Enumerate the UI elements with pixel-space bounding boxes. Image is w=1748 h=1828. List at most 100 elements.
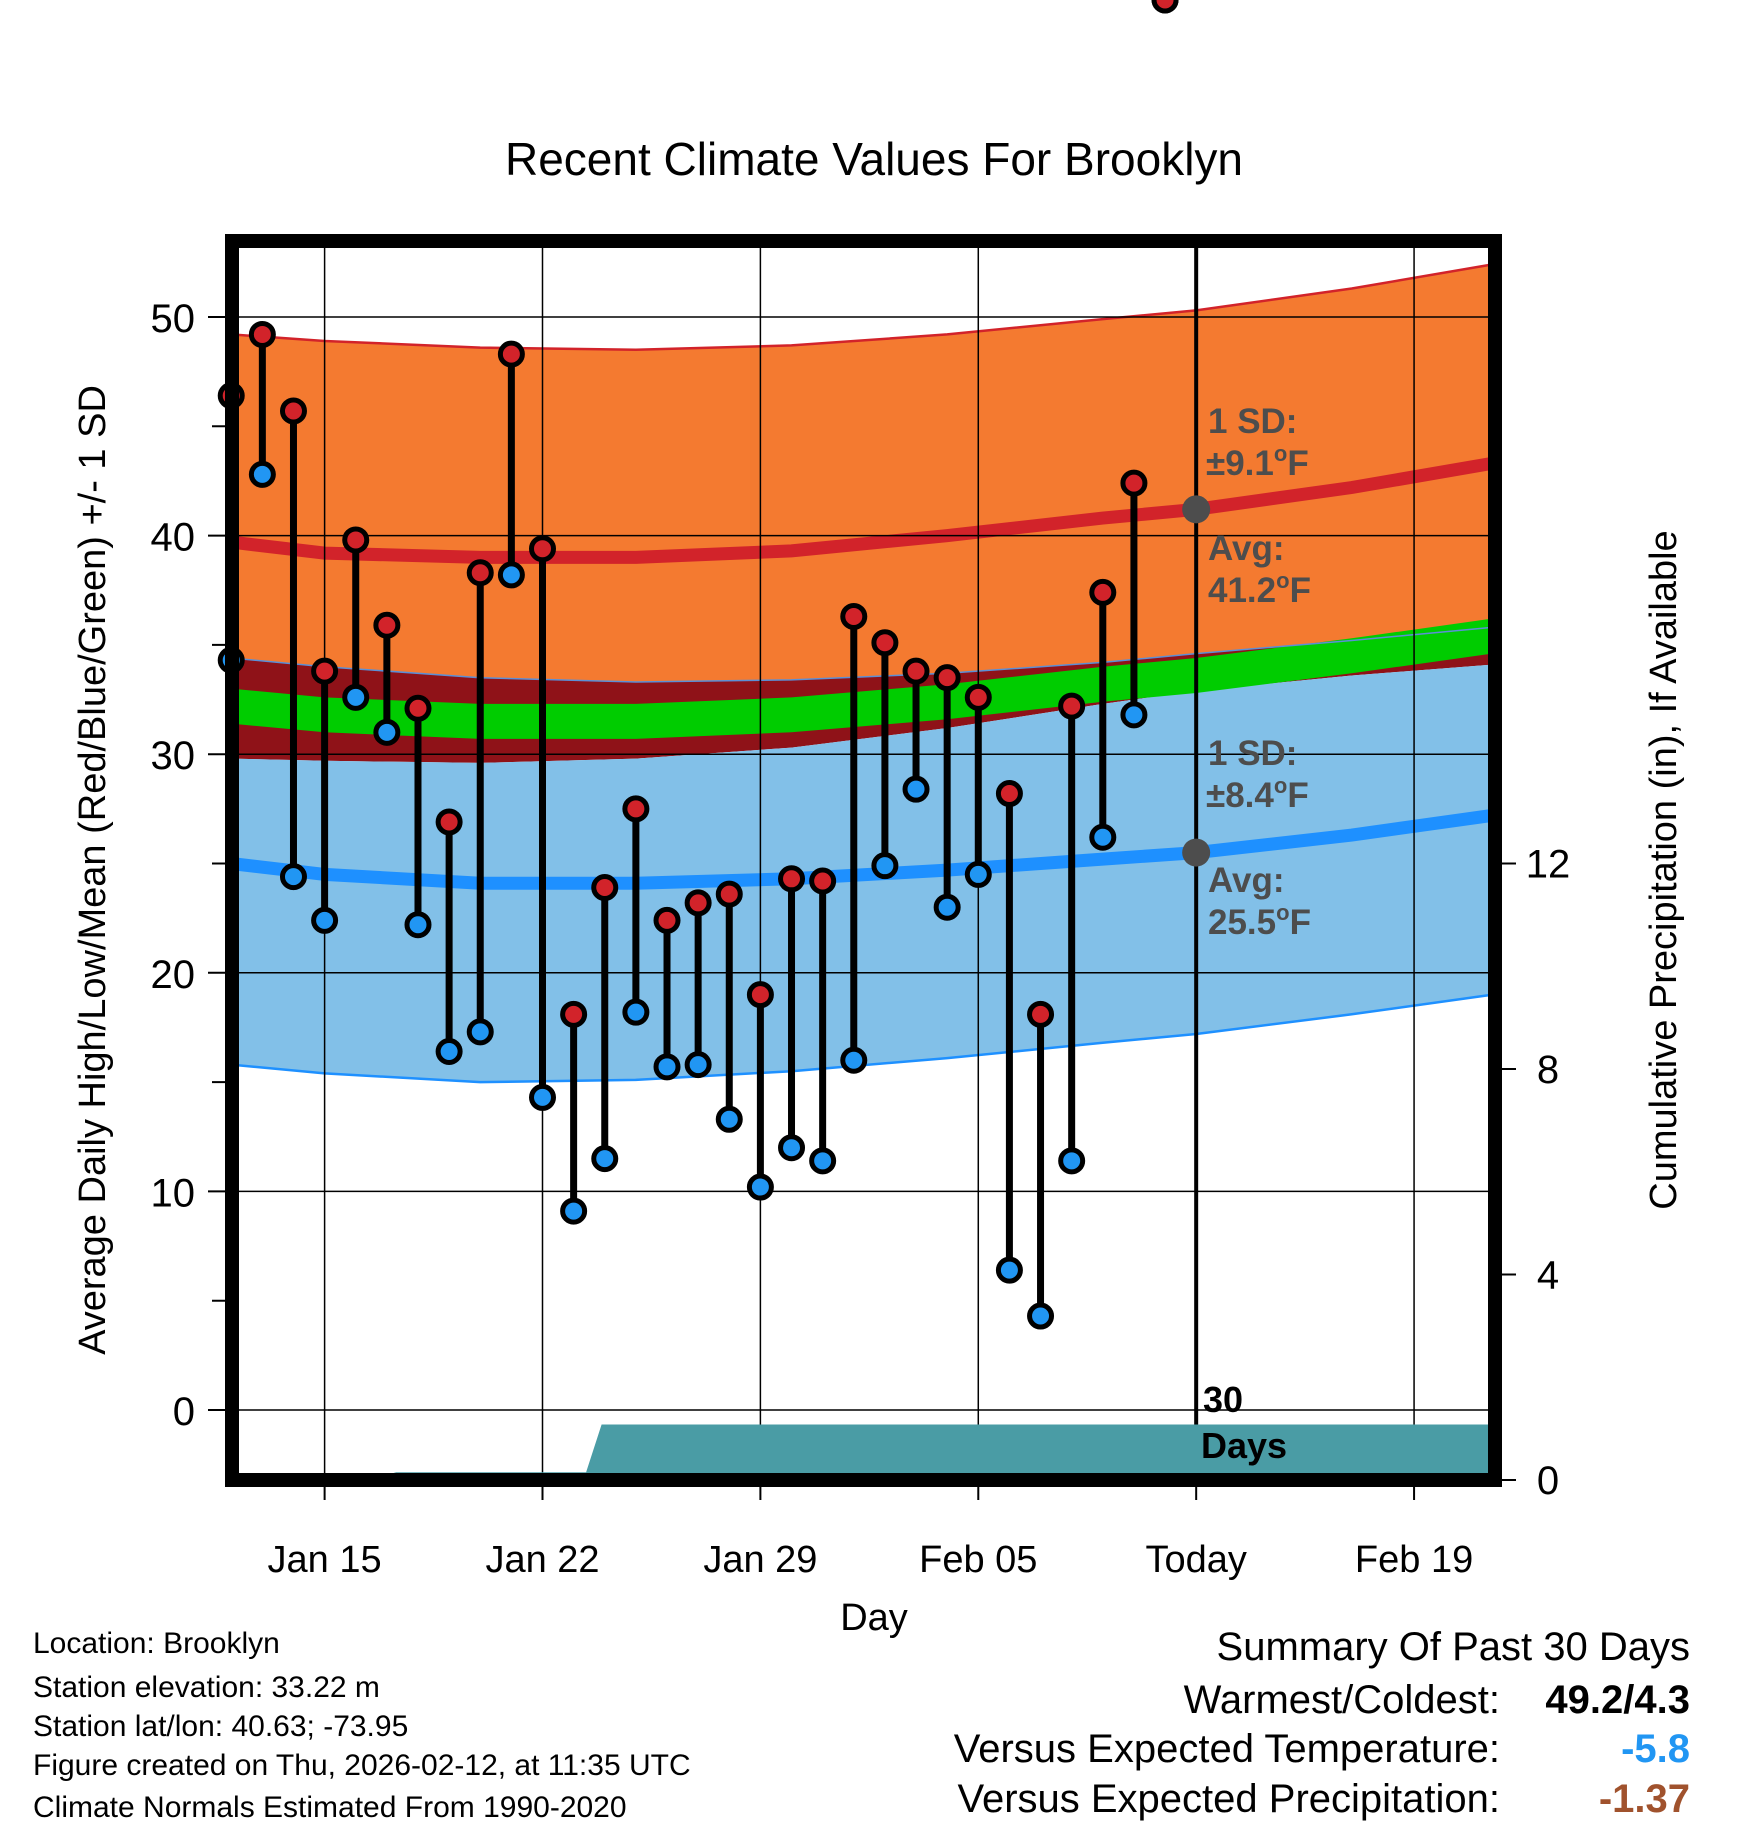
low-marker	[435, 1038, 463, 1066]
high-marker	[279, 397, 307, 425]
y-tick-label: 20	[151, 953, 196, 997]
axes: 0 10 20 30 40 50 0 4 8 12 Jan 15 Jan 22 Jan 29 Feb 05…	[151, 234, 1570, 1581]
y2-tick-label: 0	[1537, 1459, 1559, 1503]
low-marker	[964, 860, 992, 888]
low-marker	[684, 1051, 712, 1079]
elevation-text: Station elevation: 33.22 m	[33, 1671, 380, 1704]
low-marker	[902, 775, 930, 803]
high-marker	[964, 683, 992, 711]
precip-value: -1.37	[1598, 1777, 1690, 1821]
low-marker	[1027, 1302, 1055, 1330]
y-axis-label: Average Daily High/Low/Mean (Red/Blue/Gr…	[72, 385, 114, 1355]
high-sd-band	[231, 264, 1492, 682]
low-marker	[809, 1147, 837, 1175]
high-marker	[435, 808, 463, 836]
high-marker	[840, 602, 868, 630]
low-marker	[653, 1053, 681, 1081]
low-marker	[311, 906, 339, 934]
high-marker	[311, 657, 339, 685]
high-marker	[342, 526, 370, 554]
temp-row: Versus Expected Temperature: -5.8	[954, 1727, 1690, 1772]
low-marker	[746, 1173, 774, 1201]
low-marker	[840, 1046, 868, 1074]
high-marker	[653, 906, 681, 934]
chart-title: Recent Climate Values For Brooklyn	[505, 133, 1243, 185]
low-sd-value: ±8.4oF	[1206, 773, 1309, 815]
latlon-text: Station lat/lon: 40.63; -73.95	[33, 1710, 409, 1743]
high-marker	[560, 1000, 588, 1028]
low-marker	[279, 863, 307, 891]
high-marker	[1058, 692, 1086, 720]
low-marker	[995, 1256, 1023, 1284]
temp-label: Versus Expected Temperature:	[953, 1727, 1500, 1771]
high-marker	[1089, 578, 1117, 606]
high-sd-label: 1 SD:	[1208, 402, 1297, 441]
high-marker	[995, 780, 1023, 808]
warmest-row: Warmest/Coldest: 49.2/4.3	[1184, 1678, 1690, 1723]
days-count: 30	[1203, 1379, 1243, 1420]
y2-axis-label: Cumulative Precipitation (in), If Availa…	[1643, 530, 1685, 1209]
high-marker	[497, 340, 525, 368]
high-marker	[1120, 469, 1148, 497]
temp-value: -5.8	[1621, 1727, 1690, 1771]
x-tick-label: Today	[1145, 1539, 1246, 1581]
high-marker	[1151, 0, 1179, 14]
x-tick-label: Feb 19	[1355, 1539, 1473, 1581]
x-tick-label: Feb 05	[919, 1539, 1037, 1581]
y-tick-label: 10	[151, 1171, 196, 1215]
normals-text: Climate Normals Estimated From 1990-2020	[33, 1791, 627, 1824]
high-marker	[1027, 1000, 1055, 1028]
low-marker	[1120, 701, 1148, 729]
high-marker	[373, 611, 401, 639]
high-marker	[529, 535, 556, 563]
high-marker	[404, 694, 432, 722]
low-marker	[466, 1018, 494, 1046]
high-lower-line	[231, 626, 1492, 683]
y-tick-label: 30	[151, 734, 196, 778]
low-marker	[1089, 823, 1117, 851]
low-marker	[591, 1145, 619, 1173]
low-marker	[715, 1105, 743, 1133]
today-high-normal-dot	[1182, 495, 1211, 524]
low-marker	[622, 998, 650, 1026]
days-word: Days	[1201, 1425, 1287, 1466]
plot-frame	[225, 234, 1502, 1487]
x-tick-label: Jan 22	[485, 1539, 599, 1581]
low-marker	[497, 561, 525, 589]
low-marker	[373, 718, 401, 746]
location-text: Location: Brooklyn	[33, 1627, 280, 1660]
low-marker	[871, 852, 899, 880]
precipitation-area	[231, 1424, 1492, 1480]
y2-tick-label: 8	[1537, 1048, 1559, 1092]
low-normal-line	[230, 808, 1493, 890]
x-axis-label: Day	[840, 1597, 908, 1639]
high-sd-value: ±9.1oF	[1206, 441, 1309, 483]
low-lower-line	[231, 993, 1493, 1084]
low-marker	[933, 893, 961, 921]
high-marker	[933, 664, 961, 692]
grid-lines	[225, 247, 1495, 1480]
precip-row: Versus Expected Precipitation: -1.37	[957, 1777, 1690, 1822]
high-marker	[248, 320, 276, 348]
high-marker	[622, 795, 650, 823]
mean-normal-band	[231, 618, 1492, 739]
y-tick-label: 40	[151, 516, 196, 560]
annotations: 1 SD: ±9.1oF Avg: 41.2oF 1 SD: ±8.4oF Av…	[1201, 402, 1311, 1466]
high-marker	[809, 867, 837, 895]
high-avg-label: Avg:	[1208, 529, 1284, 568]
y-tick-label: 50	[151, 297, 196, 341]
precip-label: Versus Expected Precipitation:	[957, 1777, 1500, 1821]
high-avg-value: 41.2oF	[1208, 568, 1311, 610]
warmest-label: Warmest/Coldest:	[1183, 1678, 1500, 1722]
y2-tick-label: 4	[1537, 1254, 1559, 1298]
high-marker	[746, 981, 774, 1009]
warmest-value: 49.2/4.3	[1545, 1678, 1690, 1722]
high-marker	[871, 629, 899, 657]
high-marker	[902, 657, 930, 685]
y-tick-label: 0	[173, 1390, 195, 1434]
high-marker	[778, 865, 806, 893]
low-marker	[1058, 1147, 1086, 1175]
low-avg-value: 25.5oF	[1208, 900, 1311, 942]
low-sd-label: 1 SD:	[1208, 734, 1297, 773]
